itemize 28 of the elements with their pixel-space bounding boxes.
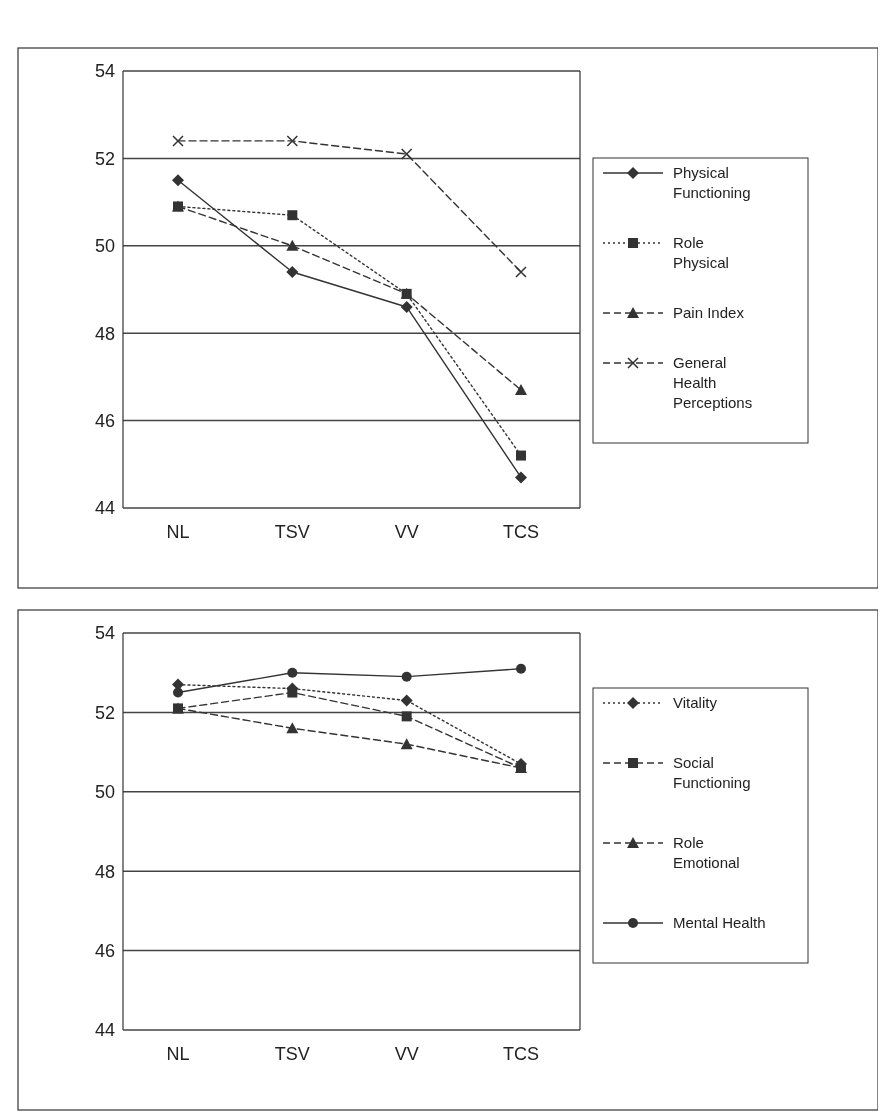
y-tick-label: 48 xyxy=(94,323,115,344)
legend-label: General Health Perceptions xyxy=(673,354,753,411)
x-tick-label: NL xyxy=(166,1044,190,1064)
legend-label: Pain Index xyxy=(673,304,745,321)
y-tick-label: 52 xyxy=(94,148,115,169)
legend-label: Vitality xyxy=(673,694,718,711)
y-tick-label: 54 xyxy=(94,61,115,82)
y-tick-label: 44 xyxy=(94,498,115,519)
legend-label: Role Physical xyxy=(673,234,729,271)
y-tick-label: 50 xyxy=(94,782,115,803)
y-tick-label: 50 xyxy=(94,236,115,257)
x-tick-label: TCS xyxy=(503,1044,539,1064)
legend-label: Mental Health xyxy=(673,914,766,931)
x-tick-label: VV xyxy=(394,522,419,542)
y-tick-label: 52 xyxy=(94,702,115,723)
y-tick-label: 46 xyxy=(94,410,115,431)
x-tick-label: NL xyxy=(166,522,190,542)
y-tick-label: 46 xyxy=(94,940,115,961)
legend-label: Role Emotional xyxy=(673,834,740,871)
y-tick-label: 44 xyxy=(94,1020,115,1041)
x-tick-label: VV xyxy=(394,1044,419,1064)
y-tick-label: 54 xyxy=(94,623,115,644)
legend-label: Physical Functioning xyxy=(673,164,751,201)
x-tick-label: TSV xyxy=(274,522,310,542)
legend-label: Social Functioning xyxy=(673,754,751,791)
x-tick-label: TSV xyxy=(274,1044,310,1064)
y-tick-label: 48 xyxy=(94,861,115,882)
x-tick-label: TCS xyxy=(503,522,539,542)
